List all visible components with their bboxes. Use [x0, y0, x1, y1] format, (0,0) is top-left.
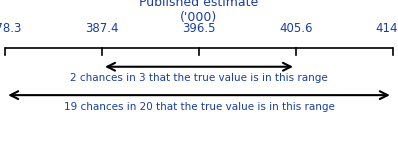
Text: 414.7: 414.7	[376, 22, 398, 36]
Text: 387.4: 387.4	[86, 22, 119, 36]
Text: Published estimate: Published estimate	[139, 0, 259, 9]
Text: 405.6: 405.6	[279, 22, 312, 36]
Text: ('000): ('000)	[180, 11, 218, 24]
Text: 396.5: 396.5	[182, 22, 216, 36]
Text: 19 chances in 20 that the true value is in this range: 19 chances in 20 that the true value is …	[64, 102, 334, 111]
Text: 2 chances in 3 that the true value is in this range: 2 chances in 3 that the true value is in…	[70, 73, 328, 83]
Text: 378.3: 378.3	[0, 22, 22, 36]
